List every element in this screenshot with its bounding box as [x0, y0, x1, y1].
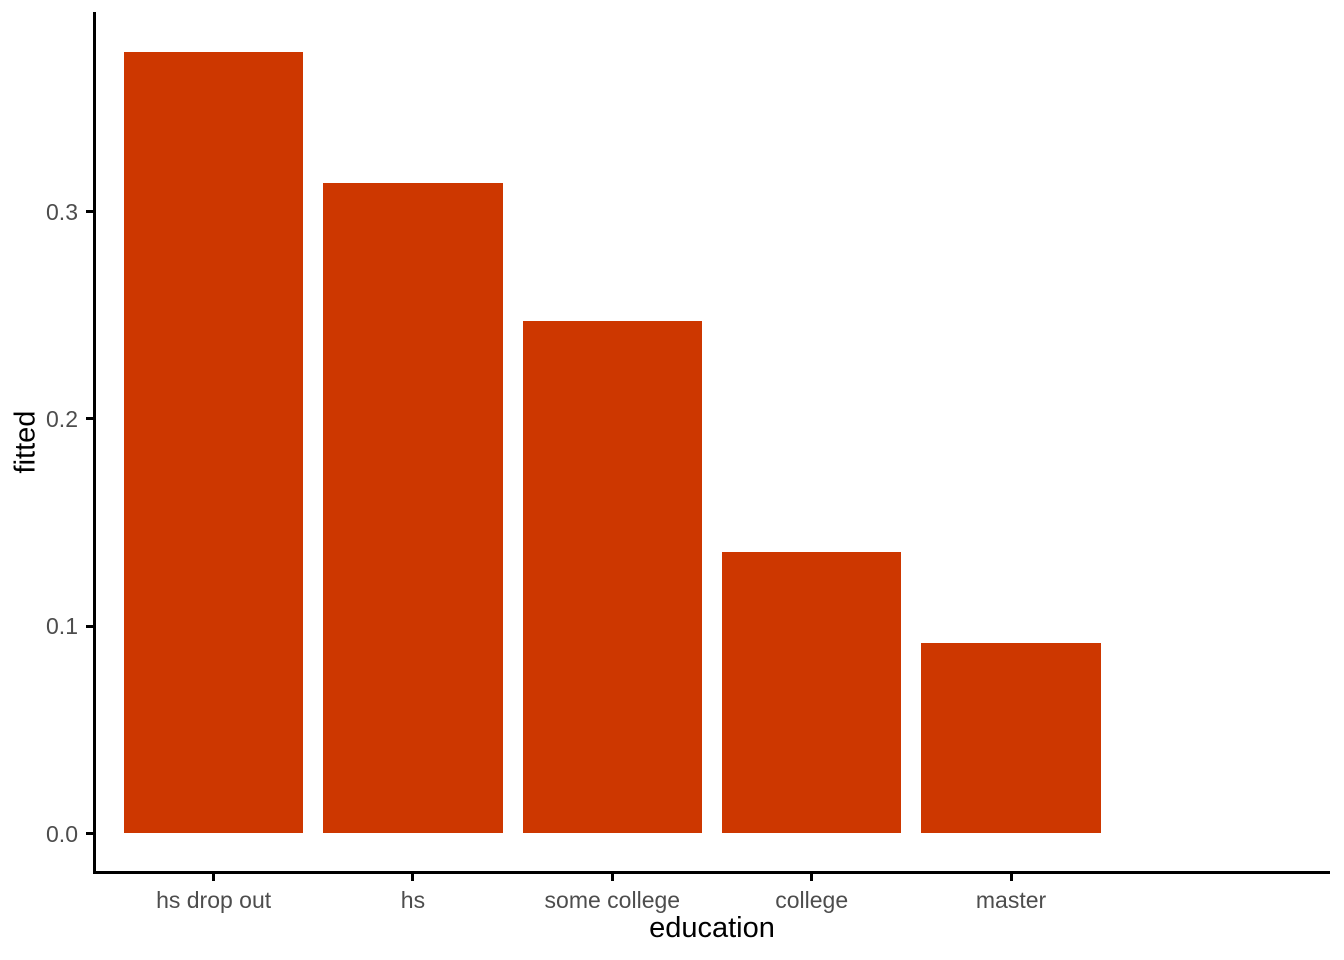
y-tick-mark	[86, 417, 93, 421]
x-axis-title: education	[649, 912, 775, 944]
bar-hs	[323, 182, 503, 834]
y-tick-label: 0.3	[46, 198, 78, 225]
y-tick-label: 0.2	[46, 405, 78, 432]
bar-hs-drop-out	[123, 51, 304, 834]
y-tick-mark	[86, 210, 93, 214]
y-tick-mark	[86, 832, 93, 835]
x-tick-label-hs: hs	[400, 887, 426, 913]
x-tick-label-hs-drop-out: hs drop out	[156, 887, 272, 913]
x-tick-mark	[1009, 874, 1013, 881]
x-tick-mark	[411, 874, 415, 881]
x-tick-mark	[810, 874, 814, 881]
bar-master	[921, 642, 1101, 834]
y-tick-label: 0.0	[46, 820, 78, 847]
x-tick-label-some-college: some college	[544, 887, 681, 913]
y-tick-mark	[86, 624, 93, 628]
y-tick-label: 0.1	[46, 613, 78, 640]
bar-college	[721, 551, 902, 834]
x-tick-mark	[610, 874, 614, 881]
x-tick-label-master: master	[975, 887, 1047, 913]
y-axis-line	[93, 12, 96, 874]
x-tick-label-college: college	[775, 887, 849, 913]
x-tick-mark	[212, 874, 216, 881]
x-axis-line	[93, 871, 1330, 874]
bar-some-college	[522, 321, 703, 834]
